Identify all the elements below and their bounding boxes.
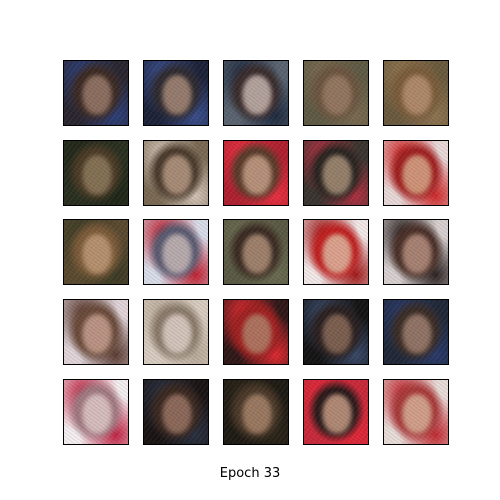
generated-sample-image [383, 299, 449, 365]
generated-sample-image [303, 299, 369, 365]
generated-sample-image [383, 60, 449, 126]
generated-sample-image [383, 379, 449, 445]
generated-sample-image [383, 219, 449, 285]
generated-sample-image [383, 140, 449, 206]
generated-sample-image [223, 299, 289, 365]
generated-sample-image [143, 140, 209, 206]
generated-sample-image [143, 299, 209, 365]
generated-sample-image [143, 219, 209, 285]
generated-sample-image [303, 140, 369, 206]
epoch-caption: Epoch 33 [219, 466, 281, 481]
generated-sample-image [303, 379, 369, 445]
generated-sample-image [143, 60, 209, 126]
generated-sample-image [63, 219, 129, 285]
generated-sample-image [223, 219, 289, 285]
generated-sample-image [223, 379, 289, 445]
generated-sample-image [63, 299, 129, 365]
sample-image-grid [63, 60, 449, 445]
generated-sample-image [303, 60, 369, 126]
generated-sample-image [303, 219, 369, 285]
generated-sample-image [223, 60, 289, 126]
generated-sample-image [223, 140, 289, 206]
generated-sample-image [63, 140, 129, 206]
generated-sample-image [143, 379, 209, 445]
generated-sample-image [63, 60, 129, 126]
generated-sample-image [63, 379, 129, 445]
